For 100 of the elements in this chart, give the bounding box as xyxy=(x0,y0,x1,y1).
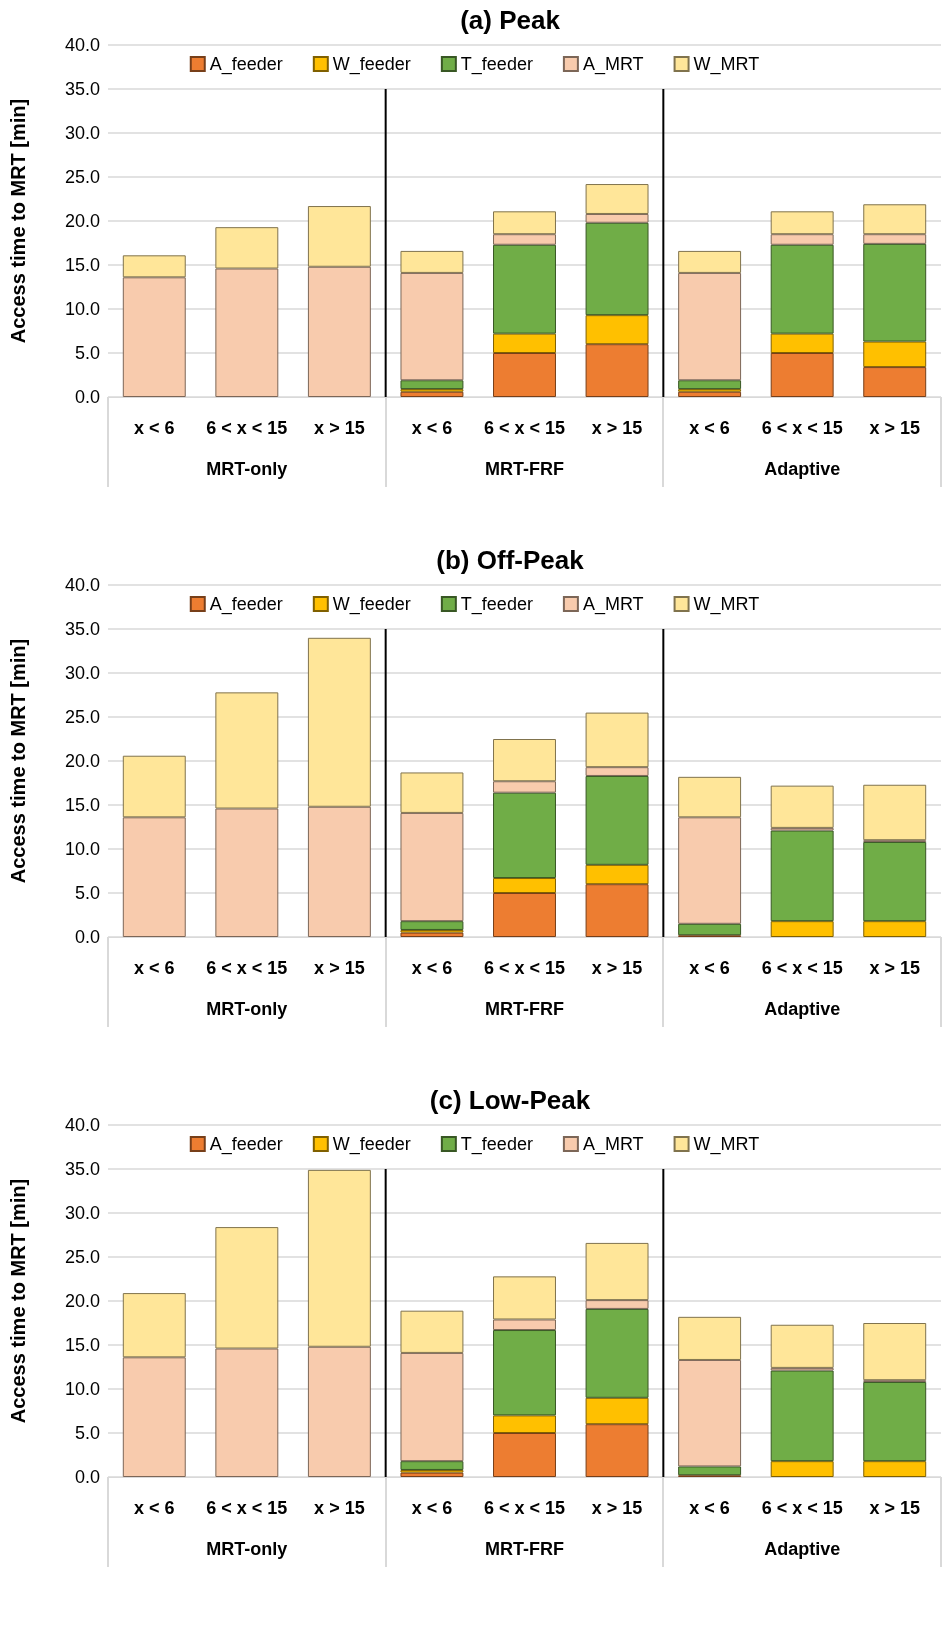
x-tick-label: x < 6 xyxy=(689,418,730,438)
y-tick-label: 5.0 xyxy=(74,1423,100,1443)
y-tick-label: 30.0 xyxy=(64,663,100,683)
legend-label: A_feeder xyxy=(209,1134,283,1155)
bar xyxy=(770,1324,834,1368)
x-tick-label: x > 15 xyxy=(591,1498,643,1518)
x-tick-label: 6 < x < 15 xyxy=(206,1498,288,1518)
x-tick-label: x < 6 xyxy=(411,958,453,978)
x-tick-label: x < 6 xyxy=(134,418,175,438)
x-tick-label: x < 6 xyxy=(411,1498,453,1518)
bar xyxy=(678,776,742,818)
bar xyxy=(400,391,464,397)
bar xyxy=(493,781,556,793)
bar xyxy=(307,266,371,397)
bar xyxy=(215,227,279,269)
bar xyxy=(493,1433,556,1477)
bar xyxy=(122,1357,186,1477)
bar xyxy=(400,772,464,813)
x-tick-label: x > 15 xyxy=(314,1498,365,1518)
y-axis-title: Access time to MRT [min] xyxy=(7,638,29,884)
bar xyxy=(863,367,927,397)
y-tick-label: 30.0 xyxy=(64,1203,100,1223)
x-tick-label: x > 15 xyxy=(591,418,643,438)
legend-label: A_MRT xyxy=(582,54,644,75)
x-tick-label: 6 < x < 15 xyxy=(761,418,843,438)
bar xyxy=(863,1461,927,1477)
bar xyxy=(863,784,927,841)
chart-title: (a) Peak xyxy=(460,5,561,35)
y-tick-label: 40.0 xyxy=(64,575,100,595)
bar xyxy=(215,692,279,809)
x-tick-label: 6 < x < 15 xyxy=(483,958,566,978)
bar xyxy=(585,222,649,316)
bar xyxy=(493,1330,556,1416)
bar xyxy=(400,1461,464,1470)
bar xyxy=(585,712,649,768)
bar xyxy=(493,1319,556,1331)
legend-label: W_MRT xyxy=(693,594,760,615)
legend-label: A_MRT xyxy=(582,1134,644,1155)
bar xyxy=(770,234,834,245)
bar xyxy=(493,1276,556,1320)
bar xyxy=(215,1348,279,1477)
bar xyxy=(307,1346,371,1477)
bar xyxy=(678,391,742,397)
bar xyxy=(400,380,464,390)
bar xyxy=(585,1242,649,1301)
bar xyxy=(400,272,464,381)
bar xyxy=(493,893,556,937)
x-tick-label: x > 15 xyxy=(314,418,365,438)
legend-label: T_feeder xyxy=(460,54,533,75)
bar xyxy=(863,204,927,235)
legend-label: T_feeder xyxy=(460,594,533,615)
y-tick-label: 25.0 xyxy=(64,707,100,727)
bar xyxy=(585,864,649,885)
x-tick-label: x < 6 xyxy=(134,958,175,978)
x-tick-label: x < 6 xyxy=(689,958,730,978)
text: MRT-only xyxy=(206,1539,288,1560)
x-tick-label: 6 < x < 15 xyxy=(483,418,566,438)
bar xyxy=(400,812,464,922)
bar xyxy=(770,921,834,937)
y-tick-label: 0.0 xyxy=(74,1467,100,1487)
bar xyxy=(863,1381,927,1462)
bar xyxy=(493,234,556,245)
bar xyxy=(400,932,464,937)
y-tick-label: 10.0 xyxy=(64,1379,100,1399)
bar xyxy=(770,353,834,397)
text: Adaptive xyxy=(764,1539,841,1560)
bar xyxy=(863,234,927,244)
bar xyxy=(678,1359,742,1467)
y-tick-label: 35.0 xyxy=(64,619,100,639)
bar xyxy=(215,268,279,397)
x-tick-label: 6 < x < 15 xyxy=(206,958,288,978)
bar xyxy=(400,250,464,273)
y-axis-title: Access time to MRT [min] xyxy=(7,98,29,344)
x-tick-label: 6 < x < 15 xyxy=(206,418,288,438)
bar xyxy=(585,775,649,865)
y-tick-label: 20.0 xyxy=(64,751,100,771)
y-tick-label: 10.0 xyxy=(64,839,100,859)
bar xyxy=(770,1370,834,1462)
bar xyxy=(400,1472,464,1477)
bar xyxy=(585,1424,649,1477)
bar xyxy=(122,817,186,937)
text: MRT-FRF xyxy=(485,459,564,480)
y-tick-label: 35.0 xyxy=(64,79,100,99)
bar xyxy=(678,250,742,273)
bar xyxy=(863,841,927,922)
y-tick-label: 5.0 xyxy=(74,343,100,363)
bar xyxy=(400,921,464,930)
x-tick-label: x > 15 xyxy=(869,1498,920,1518)
bar xyxy=(770,1461,834,1477)
bar xyxy=(215,1227,279,1349)
chart-title: (b) Off-Peak xyxy=(436,545,585,575)
bar xyxy=(585,1300,649,1309)
legend-label: W_MRT xyxy=(693,1134,760,1155)
bar xyxy=(585,1308,649,1398)
bar xyxy=(493,244,556,334)
bar xyxy=(493,211,556,235)
bar xyxy=(770,244,834,334)
y-tick-label: 0.0 xyxy=(74,387,100,407)
y-tick-label: 0.0 xyxy=(74,927,100,947)
legend-label: A_MRT xyxy=(582,594,644,615)
